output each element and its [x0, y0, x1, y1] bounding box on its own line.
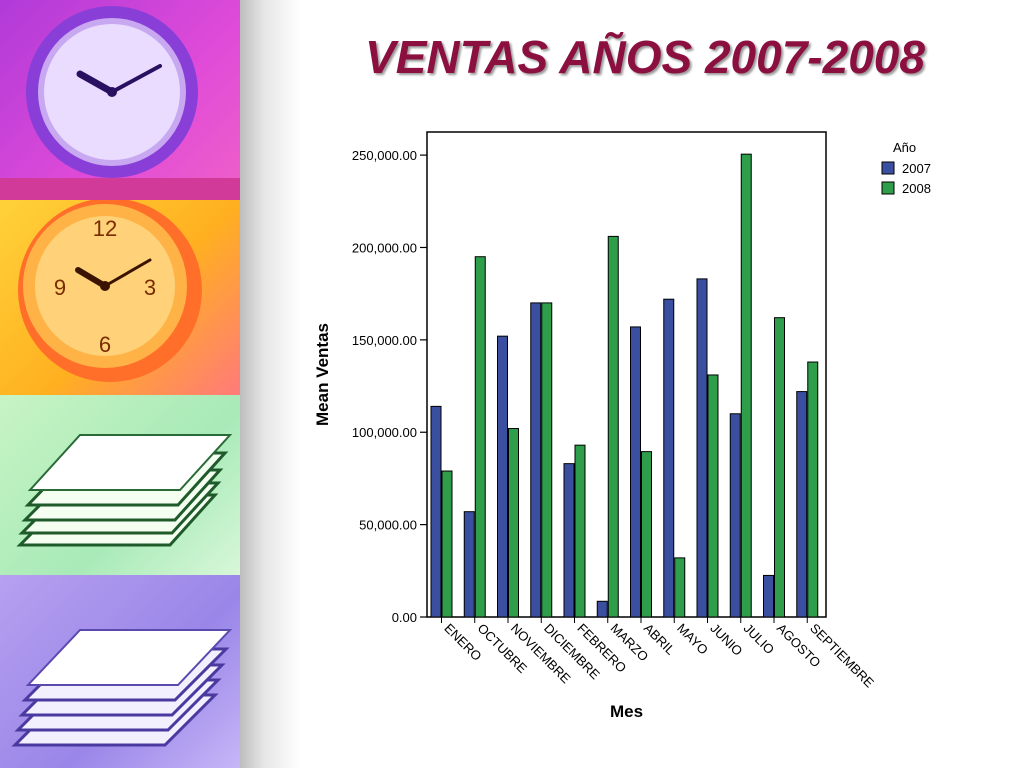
- svg-text:6: 6: [99, 332, 111, 357]
- bar-2007-octubre: [463, 511, 475, 618]
- bar-2007-agosto: [763, 574, 774, 618]
- purple-clock-image: [0, 0, 240, 200]
- bar-2007-noviembre: [497, 335, 508, 618]
- bar-2008-mayo: [674, 557, 686, 618]
- bar-2007-septiembre: [796, 391, 808, 618]
- plot-frame: [426, 131, 827, 618]
- bar-2008-febrero: [574, 444, 586, 618]
- bar-2008-marzo: [607, 235, 619, 618]
- x-tick-label: JULIO: [741, 621, 778, 658]
- x-tick-label: JUNIO: [707, 621, 745, 659]
- bar-2008-octubre: [474, 256, 486, 618]
- y-axis-title: Mean Ventas: [313, 323, 332, 426]
- bar-2007-enero: [430, 405, 442, 618]
- orange-clock-image: 12 3 6 9: [0, 200, 240, 395]
- y-tick-label: 200,000.00: [352, 240, 417, 255]
- green-papers-image: [0, 395, 240, 575]
- green-papers-icon: [16, 434, 233, 547]
- legend-label-2007: 2007: [902, 161, 931, 176]
- violet-papers-image: [0, 575, 240, 768]
- bar-2008-noviembre: [508, 428, 519, 618]
- bar-2008-agosto: [774, 317, 785, 618]
- bar-2007-junio: [696, 278, 708, 618]
- bar-2007-abril: [630, 326, 641, 618]
- legend-swatch-2008: [881, 181, 895, 195]
- slide-title: VENTAS AÑOS 2007-2008: [365, 31, 925, 83]
- x-axis-title: Mes: [610, 702, 643, 720]
- bar-chart: 0.00 50,000.00 100,000.00 150,000.00 200,000…: [313, 131, 931, 720]
- purple-clock-icon: [0, 6, 240, 200]
- svg-text:3: 3: [144, 275, 156, 300]
- bar-2007-diciembre: [530, 302, 542, 618]
- decorative-sidebar: 12 3 6 9: [0, 0, 240, 768]
- y-tick-label: 100,000.00: [352, 425, 417, 440]
- bar-2007-febrero: [563, 463, 575, 618]
- legend-label-2008: 2008: [902, 181, 931, 196]
- y-tick-label: 0.00: [392, 610, 417, 625]
- bar-2007-julio: [729, 413, 741, 618]
- svg-text:12: 12: [93, 216, 117, 241]
- bar-2008-enero: [441, 470, 453, 618]
- y-tick-label: 250,000.00: [352, 148, 417, 163]
- legend-title: Año: [893, 140, 916, 155]
- svg-text:9: 9: [54, 275, 66, 300]
- bar-2008-junio: [707, 374, 719, 618]
- legend-swatch-2007: [881, 161, 895, 175]
- bar-2007-mayo: [663, 298, 675, 618]
- bar-2008-julio: [740, 153, 752, 618]
- violet-papers-icon: [11, 629, 233, 747]
- x-tick-label: MAYO: [674, 621, 711, 658]
- bar-2008-septiembre: [807, 361, 819, 618]
- bar-2008-abril: [641, 451, 652, 618]
- sidebar-shadow: [240, 0, 300, 768]
- bar-2008-diciembre: [541, 302, 553, 618]
- y-tick-label: 50,000.00: [359, 518, 417, 533]
- orange-clock-icon: 12 3 6 9: [18, 200, 202, 382]
- bar-2007-marzo: [596, 600, 608, 618]
- y-tick-label: 150,000.00: [352, 333, 417, 348]
